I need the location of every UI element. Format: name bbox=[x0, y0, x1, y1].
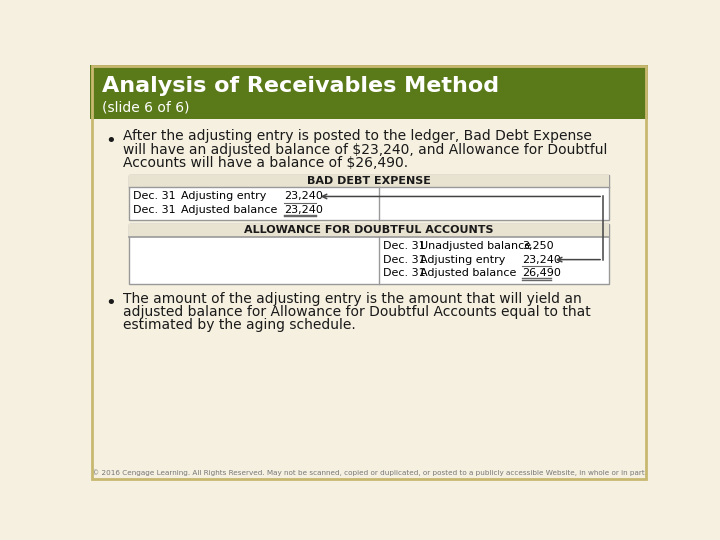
Text: © 2016 Cengage Learning. All Rights Reserved. May not be scanned, copied or dupl: © 2016 Cengage Learning. All Rights Rese… bbox=[91, 469, 647, 476]
Text: 23,240: 23,240 bbox=[284, 205, 323, 215]
Text: 23,240: 23,240 bbox=[522, 255, 561, 265]
Text: 23,240: 23,240 bbox=[284, 192, 323, 201]
Text: will have an adjusted balance of $23,240, and Allowance for Doubtful: will have an adjusted balance of $23,240… bbox=[122, 143, 607, 157]
Text: After the adjusting entry is posted to the ledger, Bad Debt Expense: After the adjusting entry is posted to t… bbox=[122, 130, 591, 144]
Text: Dec. 31: Dec. 31 bbox=[133, 205, 176, 215]
Text: •: • bbox=[106, 294, 116, 312]
Bar bbox=[90, 65, 648, 119]
Text: (slide 6 of 6): (slide 6 of 6) bbox=[102, 100, 190, 114]
Bar bbox=[129, 224, 609, 237]
Text: The amount of the adjusting entry is the amount that will yield an: The amount of the adjusting entry is the… bbox=[122, 292, 581, 306]
Bar bbox=[129, 175, 609, 220]
Bar bbox=[129, 224, 609, 284]
Text: Dec. 31: Dec. 31 bbox=[383, 255, 426, 265]
Text: adjusted balance for Allowance for Doubtful Accounts equal to that: adjusted balance for Allowance for Doubt… bbox=[122, 305, 590, 319]
Text: Dec. 31: Dec. 31 bbox=[383, 241, 426, 251]
Text: estimated by the aging schedule.: estimated by the aging schedule. bbox=[122, 318, 355, 332]
Text: •: • bbox=[106, 132, 116, 150]
Text: Adjusted balance: Adjusted balance bbox=[420, 268, 517, 279]
Text: Adjusted balance: Adjusted balance bbox=[181, 205, 278, 215]
Text: 3,250: 3,250 bbox=[522, 241, 554, 251]
Text: BAD DEBT EXPENSE: BAD DEBT EXPENSE bbox=[307, 176, 431, 186]
Text: Adjusting entry: Adjusting entry bbox=[181, 192, 267, 201]
Text: Analysis of Receivables Method: Analysis of Receivables Method bbox=[102, 76, 500, 96]
Text: Unadjusted balance: Unadjusted balance bbox=[420, 241, 531, 251]
Text: ALLOWANCE FOR DOUBTFUL ACCOUNTS: ALLOWANCE FOR DOUBTFUL ACCOUNTS bbox=[244, 225, 494, 235]
Text: Dec. 31: Dec. 31 bbox=[133, 192, 176, 201]
Text: Adjusting entry: Adjusting entry bbox=[420, 255, 506, 265]
Text: 26,490: 26,490 bbox=[522, 268, 561, 279]
Text: Dec. 31: Dec. 31 bbox=[383, 268, 426, 279]
Text: Accounts will have a balance of $26,490.: Accounts will have a balance of $26,490. bbox=[122, 156, 408, 170]
Bar bbox=[129, 175, 609, 187]
